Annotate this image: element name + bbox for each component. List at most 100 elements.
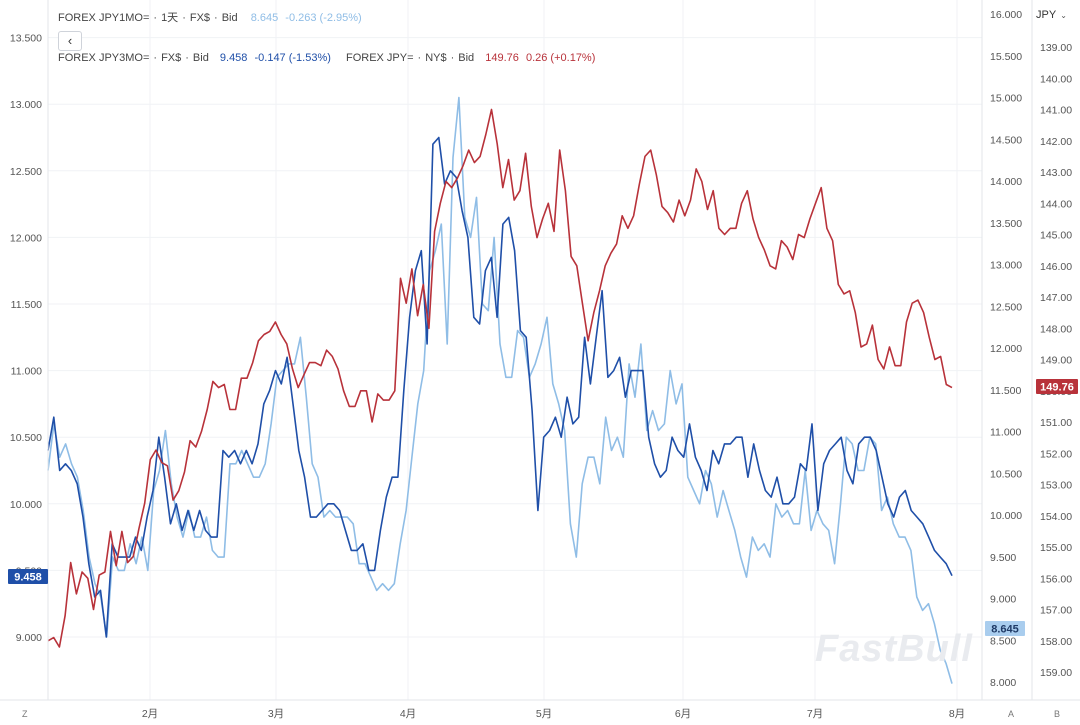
badge-jpy3mo-bg	[8, 569, 48, 584]
y-right-tick-label: 158.00	[1040, 636, 1072, 648]
y-mid-tick-label: 15.500	[990, 51, 1022, 63]
y-right-tick-label: 154.00	[1040, 511, 1072, 523]
legend-2-change: -0.147 (-1.53%)	[254, 52, 331, 64]
x-month-tick-label: 4月	[400, 708, 416, 720]
x-month-tick-label: 5月	[536, 708, 552, 720]
collapse-legend-button[interactable]: ‹	[58, 31, 82, 51]
series-line-2	[47, 136, 953, 638]
y-mid-tick-label: 12.500	[990, 301, 1022, 313]
legend-2-source: FX$	[161, 52, 182, 64]
currency-select[interactable]: JPY ⌄	[1036, 5, 1076, 25]
y-right-tick-label: 151.00	[1040, 417, 1072, 429]
y-mid-tick-label: 10.000	[990, 510, 1022, 522]
y-right-tick-label: 142.00	[1040, 136, 1072, 148]
y-right-tick-label: 153.00	[1040, 480, 1072, 492]
legend-line-2: FOREX JPY3MO= · FX$ · Bid 9.458 -0.147 (-1.5…	[58, 52, 599, 64]
series-line-1	[47, 96, 953, 684]
y-left-tick-label: 12.000	[10, 232, 42, 244]
legend-3-change: 0.26 (+0.17%)	[525, 52, 596, 64]
badge-jpy1mo: 8.645	[985, 621, 1025, 636]
y-right-tick-label: 140.00	[1040, 73, 1072, 85]
legend-3-value: 149.76	[485, 52, 519, 64]
chevron-down-icon: ⌄	[1060, 11, 1067, 20]
separator-dot: ·	[153, 52, 158, 64]
series-line-3	[47, 108, 953, 648]
y-right-tick-label: 148.00	[1040, 323, 1072, 335]
y-mid-tick-label: 14.000	[990, 176, 1022, 188]
y-mid-tick-label: 8.000	[990, 677, 1016, 689]
auto-scale-button[interactable]: A	[1008, 709, 1015, 719]
y-right-tick-label: 146.00	[1040, 261, 1072, 273]
separator-dot: ·	[182, 12, 186, 24]
legend-3-name: FOREX JPY=	[345, 52, 414, 64]
legend-1-interval: 1天	[161, 12, 179, 24]
y-left-tick-label: 10.000	[10, 499, 42, 511]
badge-jpy-price-text: 149.76	[1040, 382, 1074, 394]
badge-jpy-price: 149.76	[1036, 379, 1078, 394]
legend-2-name: FOREX JPY3MO=	[58, 52, 150, 64]
y-left-tick-label: 13.000	[10, 99, 42, 111]
y-mid-tick-label: 11.500	[990, 385, 1021, 397]
y-mid-tick-label: 8.500	[990, 635, 1016, 647]
y-left-tick-label: 11.500	[11, 299, 42, 311]
y-left-tick-label: 12.500	[10, 166, 42, 178]
x-month-tick-label: 3月	[268, 708, 284, 720]
watermark-logo: FastBull	[815, 628, 973, 670]
legend-3-source: NY$	[425, 52, 447, 64]
separator-dot: ·	[417, 52, 422, 64]
separator-dot: ·	[214, 12, 218, 24]
y-right-tick-label: 145.00	[1040, 230, 1072, 242]
y-mid-tick-label: 13.000	[990, 260, 1022, 272]
y-left-tick-label: 10.500	[10, 432, 42, 444]
y-mid-tick-label: 12.000	[990, 343, 1022, 355]
y-left-tick-label: 11.000	[11, 366, 42, 378]
badge-jpy1mo-bg	[985, 621, 1025, 636]
badge-jpy3mo-text: 9.458	[14, 572, 42, 584]
badge-jpy-price-bg	[1036, 379, 1078, 394]
y-left-tick-label: 9.000	[16, 632, 42, 644]
legend-1-source: FX$	[189, 12, 211, 24]
grid-lines	[48, 0, 982, 700]
series-layer	[47, 96, 953, 684]
legend-1-change: -0.263 (-2.95%)	[285, 12, 362, 24]
currency-value: JPY	[1036, 9, 1057, 21]
y-right-tick-label: 155.00	[1040, 542, 1072, 554]
legend-3-side: Bid	[458, 52, 475, 64]
y-right-tick-label: 139.00	[1040, 42, 1072, 54]
y-right-tick-label: 156.00	[1040, 573, 1072, 585]
y-mid-tick-label: 10.500	[990, 468, 1022, 480]
axis-scale-right-button[interactable]: B	[1054, 709, 1061, 719]
y-mid-tick-label: 13.500	[990, 218, 1022, 230]
legend-2-side: Bid	[192, 52, 209, 64]
separator-dot: ·	[153, 12, 158, 24]
badge-jpy3mo: 9.458	[8, 569, 48, 584]
y-right-tick-label: 149.00	[1040, 355, 1072, 367]
legend-line-1: FOREX JPY1MO= · 1天 · FX$ · Bid 8.645 -0.263 (-…	[58, 9, 366, 25]
y-mid-tick-label: 9.000	[990, 594, 1016, 606]
x-month-tick-label: 8月	[949, 708, 965, 720]
y-right-tick-label: 141.00	[1040, 105, 1072, 117]
y-mid-tick-label: 11.000	[990, 427, 1021, 439]
legend-1-side: Bid	[221, 12, 238, 24]
y-mid-tick-label: 16.000	[990, 9, 1022, 21]
badge-jpy1mo-text: 8.645	[991, 624, 1019, 636]
y-mid-tick-label: 15.000	[990, 93, 1022, 105]
legend-1-value: 8.645	[250, 12, 279, 24]
y-right-tick-label: 159.00	[1040, 667, 1072, 679]
axis-scale-left-button[interactable]: Z	[22, 709, 28, 719]
y-right-tick-label: 143.00	[1040, 167, 1072, 179]
x-month-tick-label: 7月	[807, 708, 823, 720]
y-right-tick-label: 147.00	[1040, 292, 1072, 304]
x-month-tick-label: 2月	[142, 708, 158, 720]
y-right-tick-label: 144.00	[1040, 198, 1072, 210]
y-mid-tick-label: 9.500	[990, 552, 1016, 564]
y-left-tick-label: 13.500	[10, 33, 42, 45]
legend-2-value: 9.458	[219, 52, 248, 64]
y-mid-tick-label: 14.500	[990, 134, 1022, 146]
y-right-tick-label: 152.00	[1040, 448, 1072, 460]
legend-1-name: FOREX JPY1MO=	[58, 12, 150, 24]
separator-dot: ·	[185, 52, 189, 64]
y-right-tick-label: 157.00	[1040, 605, 1072, 617]
